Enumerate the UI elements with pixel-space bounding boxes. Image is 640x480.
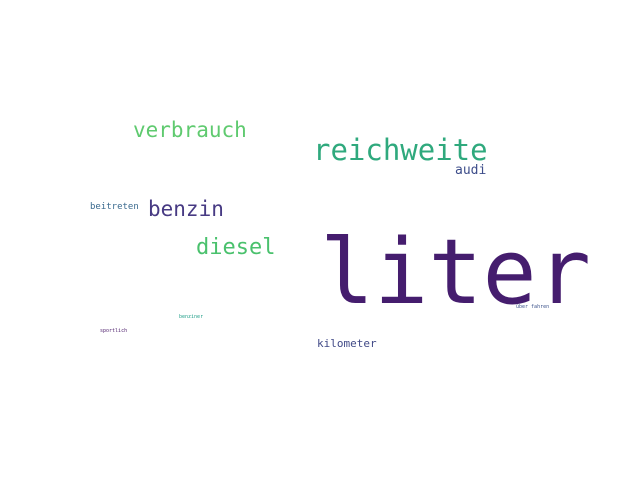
word-audi: audi — [455, 163, 487, 178]
word-sportlich: sportlich — [100, 328, 128, 334]
word-beitreten: beitreten — [90, 202, 139, 212]
word-kilometer: kilometer — [317, 337, 377, 350]
word-diesel: diesel — [196, 235, 276, 260]
word-benzin: benzin — [148, 197, 224, 221]
word-benziner: benziner — [179, 314, 204, 320]
word-liter: liter — [320, 220, 591, 325]
word-reichweite: reichweite — [313, 133, 488, 167]
word-verbrauch: verbrauch — [133, 118, 247, 142]
word-ueberfahren: über fahren — [516, 304, 550, 310]
